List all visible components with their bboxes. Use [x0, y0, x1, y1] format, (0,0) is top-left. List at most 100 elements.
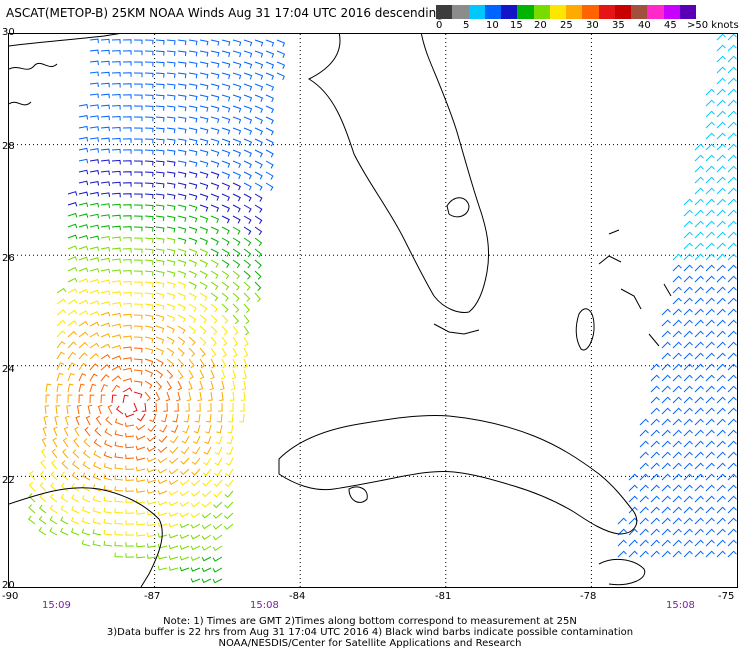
wind-barb	[201, 556, 212, 562]
wind-barb	[683, 462, 693, 470]
wind-barb	[114, 452, 124, 459]
wind-barb	[100, 311, 111, 317]
wind-barb	[166, 127, 176, 134]
wind-barb	[104, 440, 113, 448]
colorbar-segment	[631, 5, 648, 19]
wind-barb	[89, 202, 100, 208]
wind-barb	[111, 159, 121, 165]
lon-label: -81	[435, 591, 452, 602]
wind-barb	[232, 259, 241, 269]
wind-barb	[144, 127, 154, 133]
wind-barb	[243, 325, 250, 336]
wind-barb	[179, 534, 190, 539]
wind-barb	[210, 270, 219, 279]
wind-barb	[188, 127, 198, 134]
wind-barb	[133, 303, 143, 309]
wind-barb	[199, 347, 206, 358]
wind-barb	[144, 61, 154, 67]
wind-barb	[114, 441, 124, 448]
wind-barb	[705, 275, 715, 283]
wind-barb	[650, 385, 660, 393]
wind-barb	[221, 215, 230, 224]
wind-barb	[50, 482, 58, 492]
wind-barb	[202, 457, 212, 466]
wind-barb	[100, 49, 110, 55]
wind-barb	[144, 380, 153, 389]
wind-barb	[228, 413, 234, 423]
wind-barb	[89, 82, 99, 88]
wind-barb	[683, 275, 693, 283]
wind-barb	[177, 149, 187, 156]
wind-barb	[254, 127, 263, 136]
wind-barb	[190, 512, 201, 518]
wind-barb	[78, 191, 89, 197]
wind-barb	[111, 323, 122, 329]
note-line: NOAA/NESDIS/Center for Satellite Applica…	[218, 638, 522, 649]
wind-barb	[100, 170, 110, 176]
wind-barb	[694, 341, 704, 349]
wind-barb	[683, 407, 693, 415]
wind-barb	[133, 61, 143, 67]
wind-barb	[224, 512, 234, 520]
wind-barb	[683, 231, 693, 239]
wind-barb	[243, 105, 253, 113]
wind-barb	[716, 132, 726, 140]
wind-barb	[221, 347, 227, 358]
wind-barb	[155, 325, 165, 333]
wind-barb	[210, 237, 219, 246]
wind-barb	[89, 148, 99, 153]
wind-barb	[705, 495, 715, 503]
wind-barb	[188, 138, 198, 145]
wind-barb	[89, 246, 100, 252]
wind-barb	[276, 61, 286, 69]
wind-barb	[661, 539, 671, 547]
wind-barb	[177, 160, 187, 167]
wind-barb	[81, 506, 91, 514]
wind-barb	[56, 287, 67, 294]
wind-barb	[232, 171, 241, 180]
wind-barb	[191, 468, 201, 476]
wind-barb	[62, 448, 69, 459]
wind-barb	[144, 226, 154, 232]
wind-barb	[221, 336, 228, 347]
wind-barb	[63, 426, 69, 437]
wind-barb	[179, 479, 190, 486]
wind-barb	[166, 116, 176, 123]
wind-barb	[67, 212, 78, 218]
wind-barb	[155, 281, 165, 288]
wind-barb	[78, 125, 89, 131]
wind-barb	[705, 286, 715, 294]
wind-barb	[628, 495, 638, 503]
wind-barb	[229, 391, 235, 401]
wind-barb	[104, 428, 113, 437]
wind-barb	[232, 226, 241, 235]
wind-barb	[111, 115, 121, 121]
hispaniola-tip	[598, 558, 646, 586]
wind-barb	[201, 534, 212, 540]
wind-barb	[100, 236, 111, 241]
wind-barb	[716, 110, 726, 118]
wind-barb	[122, 346, 132, 351]
wind-barb	[144, 325, 154, 332]
wind-barb	[133, 50, 143, 56]
wind-barb	[661, 363, 671, 371]
wind-barb	[166, 303, 176, 311]
wind-barb	[694, 264, 704, 272]
wind-barb	[188, 160, 198, 167]
wind-barb	[135, 488, 146, 493]
wind-barb	[661, 451, 671, 459]
wind-barb	[188, 336, 196, 346]
wind-barb	[727, 34, 737, 41]
wind-barb	[210, 116, 220, 124]
wind-barb	[177, 182, 187, 189]
wind-barb	[221, 39, 231, 46]
wind-barb	[650, 517, 660, 525]
colorbar-label: 20	[534, 20, 547, 31]
map-canvas	[9, 34, 737, 587]
wind-barb	[180, 468, 190, 476]
wind-barb	[89, 191, 100, 197]
wind-barb	[111, 137, 121, 143]
wind-barb	[114, 418, 124, 426]
wind-barb	[188, 39, 198, 46]
wind-barb	[672, 308, 682, 316]
